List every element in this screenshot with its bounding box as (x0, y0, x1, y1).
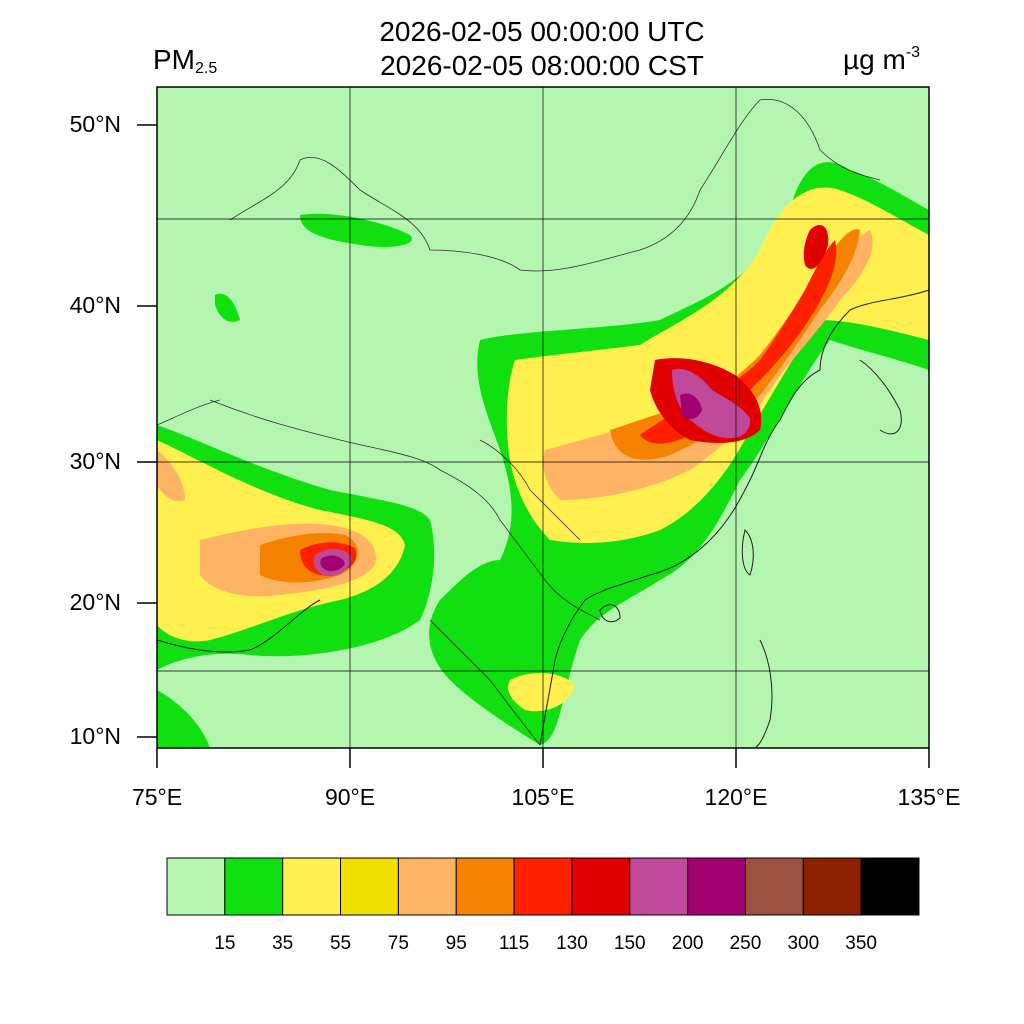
colorbar-label: 55 (329, 933, 352, 954)
colorbar-swatch (629, 857, 689, 916)
colorbar-label: 350 (845, 933, 877, 954)
colorbar (166, 857, 920, 916)
lon-label-75e: 75°E (131, 784, 183, 810)
map-title-cst: 2026-02-05 08:00:00 CST (380, 50, 704, 81)
colorbar-swatch (224, 857, 284, 916)
colorbar-swatch (802, 857, 862, 916)
colorbar-label: 115 (498, 933, 530, 954)
colorbar-swatch (340, 857, 399, 916)
colorbar-label: 35 (272, 933, 294, 954)
colorbar-swatch (282, 857, 342, 916)
lon-label-105e: 105°E (511, 784, 575, 810)
lat-label-50n: 50°N (69, 111, 121, 137)
coastlines (156, 289, 930, 749)
unit-label: µg m-3 (843, 44, 920, 76)
variable-label: PM2.5 (153, 44, 217, 78)
variable-name: PM (153, 44, 195, 75)
colorbar-label: 300 (787, 933, 820, 954)
pm25-band-150-200 (320, 393, 702, 572)
colorbar-label: 250 (729, 933, 762, 954)
colorbar-swatch (397, 857, 457, 916)
colorbar-swatch (571, 857, 631, 916)
lat-label-10n: 10°N (69, 723, 121, 749)
colorbar-label: 95 (445, 933, 467, 954)
colorbar-swatch (166, 857, 226, 916)
colorbar-label: 200 (671, 933, 704, 954)
colorbar-swatch (513, 857, 573, 916)
lat-label-20n: 20°N (69, 589, 121, 615)
axis-ticks (137, 124, 930, 768)
colorbar-label: 75 (387, 933, 409, 954)
lon-label-90e: 90°E (324, 784, 376, 810)
colorbar-swatch (860, 857, 920, 916)
colorbar-swatch (744, 857, 804, 916)
lon-label-135e: 135°E (897, 784, 961, 810)
colorbar-swatch (455, 857, 515, 916)
lat-label-40n: 40°N (69, 292, 121, 318)
colorbar-label: 150 (613, 933, 646, 954)
variable-subscript: 2.5 (195, 60, 218, 77)
lon-label-120e: 120°E (704, 784, 768, 810)
country-borders (156, 98, 881, 746)
colorbar-label: 15 (214, 933, 236, 954)
unit-base: µg m (843, 44, 906, 75)
colorbar-swatch (687, 857, 746, 916)
colorbar-label: 130 (556, 933, 588, 954)
lat-label-30n: 30°N (69, 448, 121, 474)
unit-exponent: -3 (905, 44, 921, 61)
map-title-utc: 2026-02-05 00:00:00 UTC (379, 16, 705, 47)
gridlines (157, 87, 929, 748)
